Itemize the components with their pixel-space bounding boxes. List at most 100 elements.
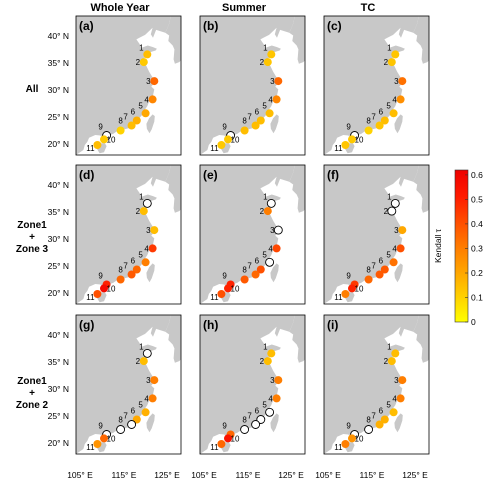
station-marker-5 (389, 408, 398, 417)
station-label-8: 8 (366, 117, 371, 126)
latitude-ticks-row-1: 40° N 35° N 30° N 25° N 20° N (48, 31, 69, 149)
station-label-1: 1 (387, 192, 392, 201)
station-label-1: 1 (263, 43, 268, 52)
station-marker-11 (93, 440, 102, 448)
station-label-3: 3 (394, 77, 399, 86)
lon-tick-125: 125° E (154, 470, 180, 480)
station-label-4: 4 (144, 244, 149, 253)
longitude-ticks-col-2: 105° E 115° E 125° E (191, 470, 304, 480)
station-marker-7 (375, 121, 384, 130)
station-label-2: 2 (384, 207, 389, 216)
station-label-2: 2 (260, 58, 265, 67)
station-label-6: 6 (255, 257, 260, 266)
lat-tick-30: 30° N (48, 234, 69, 244)
taiwan-land (394, 114, 403, 134)
station-marker-2 (139, 357, 148, 366)
station-label-7: 7 (371, 412, 376, 421)
colorbar-gradient (454, 169, 469, 323)
panel-label: (h) (203, 318, 218, 332)
korea-land (413, 315, 429, 363)
station-marker-6 (380, 415, 389, 424)
station-marker-5 (265, 109, 274, 118)
station-label-11: 11 (86, 293, 95, 302)
lat-tick-40: 40° N (48, 31, 69, 41)
station-marker-3 (274, 376, 283, 385)
taiwan-land (394, 263, 403, 283)
station-label-7: 7 (371, 262, 376, 271)
lat-tick-25: 25° N (48, 112, 69, 122)
station-label-11: 11 (334, 144, 343, 153)
station-label-8: 8 (242, 266, 247, 275)
station-label-8: 8 (242, 117, 247, 126)
station-label-10: 10 (231, 284, 240, 293)
station-marker-6 (256, 116, 265, 125)
lat-tick-20: 20° N (48, 438, 69, 448)
station-label-8: 8 (242, 416, 247, 425)
lat-tick-35: 35° N (48, 58, 69, 68)
station-label-11: 11 (86, 443, 95, 452)
station-label-10: 10 (107, 135, 116, 144)
station-marker-4 (396, 95, 405, 104)
row-label-zone1-zone3-line2: + (29, 232, 35, 243)
map-panels: (a)1234567891011(b)1234567891011(c)12345… (75, 15, 430, 455)
column-title-tc: TC (361, 2, 376, 14)
station-label-2: 2 (384, 357, 389, 366)
colorbar-tick-label: 0.5 (471, 194, 483, 204)
column-title-summer: Summer (222, 2, 267, 14)
station-marker-2 (263, 207, 272, 216)
station-label-6: 6 (379, 108, 384, 117)
station-label-9: 9 (222, 422, 227, 431)
station-marker-3 (398, 376, 407, 385)
station-label-9: 9 (98, 422, 103, 431)
station-label-4: 4 (268, 394, 273, 403)
station-label-3: 3 (146, 226, 151, 235)
station-marker-8 (240, 126, 249, 135)
station-label-6: 6 (379, 257, 384, 266)
station-marker-8 (364, 275, 373, 284)
station-label-7: 7 (123, 262, 128, 271)
station-label-3: 3 (270, 77, 275, 86)
station-label-5: 5 (262, 400, 267, 409)
station-marker-5 (141, 408, 150, 417)
station-marker-7 (127, 270, 136, 279)
station-marker-1 (390, 198, 400, 208)
station-label-11: 11 (334, 293, 343, 302)
station-label-4: 4 (392, 394, 397, 403)
station-label-4: 4 (144, 95, 149, 104)
station-marker-7 (251, 420, 261, 429)
row-label-all: All (26, 84, 39, 95)
station-marker-4 (272, 95, 281, 104)
lat-tick-20: 20° N (48, 288, 69, 298)
station-label-8: 8 (118, 416, 123, 425)
korea-land (165, 315, 181, 363)
station-label-8: 8 (118, 266, 123, 275)
station-label-10: 10 (231, 434, 240, 443)
station-label-2: 2 (260, 357, 265, 366)
colorbar-tick-label: 0.4 (471, 219, 483, 229)
lat-tick-30: 30° N (48, 85, 69, 95)
korea-land (165, 16, 181, 64)
station-marker-8 (116, 275, 125, 284)
station-marker-5 (141, 109, 150, 118)
station-marker-3 (398, 77, 407, 86)
station-label-11: 11 (86, 144, 95, 153)
row-label-zone1-zone2-line1: Zone1 (17, 376, 47, 387)
station-label-4: 4 (268, 95, 273, 104)
station-marker-7 (375, 420, 384, 429)
station-marker-8 (240, 275, 249, 284)
station-label-3: 3 (270, 226, 275, 235)
station-label-6: 6 (131, 407, 136, 416)
station-label-1: 1 (263, 192, 268, 201)
lat-tick-25: 25° N (48, 261, 69, 271)
panel-frame (75, 164, 182, 305)
colorbar-tick-label: 0.1 (471, 293, 483, 303)
station-label-9: 9 (346, 272, 351, 281)
station-marker-4 (272, 394, 281, 403)
station-label-9: 9 (346, 123, 351, 132)
row-label-zone1-zone3-line1: Zone1 (17, 220, 47, 231)
station-label-7: 7 (247, 262, 252, 271)
station-marker-10 (224, 135, 232, 144)
